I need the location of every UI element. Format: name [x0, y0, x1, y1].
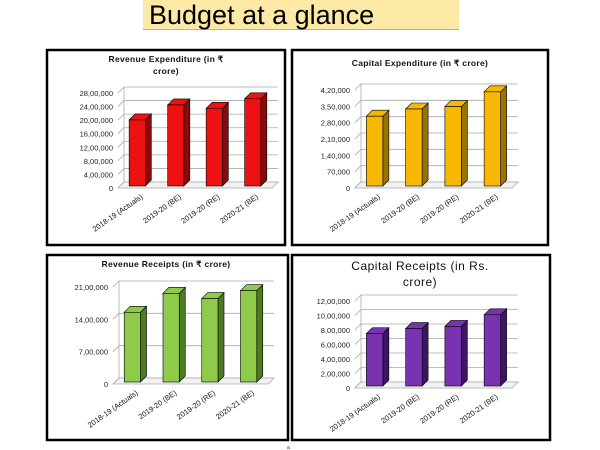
- bar: [201, 298, 219, 383]
- chart-title: Capital Receipts (in Rs.: [351, 259, 488, 273]
- bar-side: [421, 102, 429, 187]
- bar: [444, 326, 462, 387]
- floor: [112, 377, 275, 385]
- y-tick-label: 2,80,000: [321, 119, 350, 128]
- bar-side: [382, 326, 390, 387]
- chart-title: Revenue Receipts (in ₹ crore): [102, 259, 231, 269]
- bar: [123, 311, 141, 383]
- bar-side: [140, 305, 147, 383]
- bar-side: [145, 113, 152, 187]
- gridline: [117, 86, 278, 94]
- chart-2: Revenue Receipts (in ₹ crore) 0 7,00,000 14…: [45, 253, 290, 442]
- bar: [205, 107, 223, 187]
- y-tick-label: 4,00,000: [84, 170, 113, 179]
- y-tick-label: 12,00,000: [80, 143, 113, 152]
- floor: [117, 181, 279, 189]
- gridline: [117, 100, 278, 107]
- page-title: Budget at a glance: [143, 0, 459, 30]
- y-tick-label: 8,00,000: [84, 157, 113, 166]
- y-tick-label: 4,20,000: [321, 86, 350, 95]
- bar: [405, 108, 423, 187]
- y-tick-label: 70,000: [327, 168, 350, 177]
- y-tick-label: 10,00,000: [317, 312, 350, 321]
- bar: [483, 91, 501, 187]
- y-tick-label: 12,00,000: [317, 297, 350, 306]
- chart-title: crore): [153, 66, 179, 76]
- y-tick-label: 0: [109, 184, 113, 193]
- y-tick-label: 14,00,000: [75, 315, 108, 324]
- bar: [405, 328, 423, 387]
- chart-3: Capital Receipts (in Rs. crore) 0 2,00,000 4…: [290, 253, 552, 442]
- y-tick-label: 0: [104, 380, 108, 389]
- chart-title: crore): [403, 275, 437, 289]
- floor: [354, 181, 519, 189]
- chart-title: Capital Expenditure (in ₹ crore): [352, 58, 488, 68]
- bar: [128, 119, 146, 187]
- bar: [167, 104, 185, 187]
- bar-side: [421, 321, 429, 387]
- gridline: [354, 294, 518, 302]
- bar-side: [500, 85, 507, 187]
- bar-side: [461, 319, 468, 387]
- y-tick-label: 24,00,000: [80, 103, 113, 112]
- bar: [240, 290, 258, 383]
- bar-side: [500, 308, 507, 387]
- bar: [366, 333, 384, 387]
- y-tick-label: 20,00,000: [80, 116, 113, 125]
- bar: [366, 115, 384, 187]
- y-tick-label: 1,40,000: [321, 151, 350, 160]
- y-tick-label: 28,00,000: [80, 89, 113, 98]
- chart-title: Revenue Expenditure (in ₹: [109, 54, 224, 64]
- bar-side: [178, 286, 186, 383]
- y-tick-label: 6,00,000: [321, 341, 350, 350]
- bar: [244, 98, 262, 187]
- bar-side: [382, 109, 390, 187]
- bar: [483, 314, 501, 387]
- y-tick-label: 0: [346, 384, 350, 393]
- bar-side: [183, 98, 191, 187]
- bar-side: [260, 92, 268, 187]
- bar-side: [217, 291, 225, 383]
- footnote: a: [287, 445, 290, 450]
- gridline: [354, 83, 518, 91]
- y-tick-label: 4,00,000: [321, 355, 350, 364]
- y-tick-label: 3,50,000: [321, 102, 350, 111]
- floor: [354, 381, 519, 389]
- bar-side: [222, 101, 229, 187]
- chart-0: Revenue Expenditure (in ₹ crore) 0 4,00,000…: [45, 48, 287, 247]
- bar-side: [461, 99, 468, 187]
- y-tick-label: 8,00,000: [321, 326, 350, 335]
- chart-1: Capital Expenditure (in ₹ crore) 0 70,000 1…: [290, 48, 550, 247]
- bar: [444, 106, 462, 187]
- y-tick-label: 16,00,000: [80, 130, 113, 139]
- y-tick-label: 0: [346, 184, 350, 193]
- y-tick-label: 7,00,000: [79, 348, 108, 357]
- bar-side: [256, 283, 264, 383]
- bar: [162, 293, 180, 383]
- y-tick-label: 2,10,000: [321, 135, 350, 144]
- y-tick-label: 2,00,000: [321, 370, 350, 379]
- y-tick-label: 21,00,000: [75, 283, 108, 292]
- gridline: [354, 309, 518, 316]
- gridline: [112, 280, 274, 288]
